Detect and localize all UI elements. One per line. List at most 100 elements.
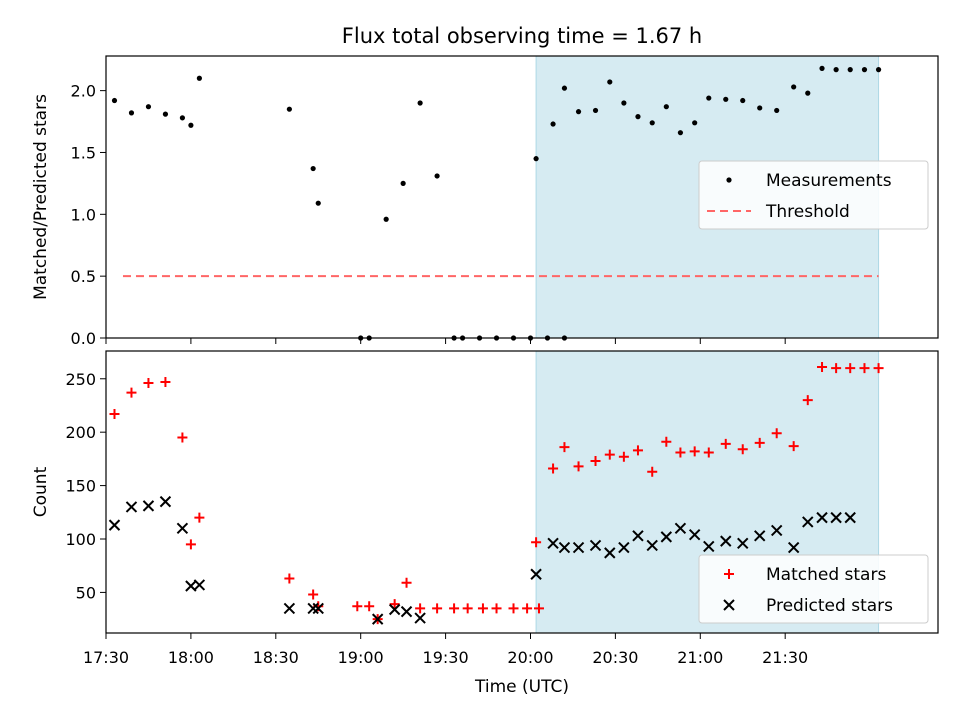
- matched-point: [352, 601, 363, 612]
- predicted-point: [720, 535, 732, 547]
- x-tick-label: 21:30: [762, 648, 808, 667]
- predicted-point: [283, 602, 296, 615]
- matched-point: [689, 446, 700, 457]
- matched-point: [675, 447, 686, 458]
- matched-point: [831, 363, 842, 374]
- x-axis-label: Time (UTC): [474, 677, 569, 697]
- matched-point: [661, 436, 672, 447]
- measurement-point: [861, 67, 868, 73]
- legend-marker-matched: [724, 569, 734, 579]
- matched-point: [873, 363, 884, 374]
- predicted-point: [142, 500, 155, 512]
- matched-point: [143, 378, 154, 389]
- matched-point: [531, 537, 542, 548]
- measurement-point: [592, 107, 599, 114]
- matched-point: [126, 387, 137, 398]
- predicted-point: [703, 540, 715, 553]
- matched-point: [548, 463, 559, 474]
- matched-point: [462, 603, 473, 614]
- predicted-point: [388, 603, 401, 616]
- matched-point: [160, 376, 171, 387]
- predicted-point: [371, 613, 384, 625]
- matched-point: [559, 442, 570, 453]
- predicted-point: [547, 537, 559, 549]
- matched-point: [590, 456, 601, 467]
- measurement-point: [550, 121, 556, 127]
- matched-point: [415, 603, 426, 614]
- matched-point: [477, 603, 488, 614]
- predicted-point: [844, 511, 856, 524]
- legend-label: Threshold: [765, 202, 850, 222]
- predicted-point: [108, 519, 121, 531]
- predicted-point: [770, 524, 783, 537]
- matched-point: [817, 362, 828, 373]
- matched-point: [491, 603, 502, 614]
- predicted-point: [632, 530, 644, 542]
- measurement-point: [162, 111, 169, 117]
- predicted-point: [312, 602, 324, 615]
- measurement-point: [383, 216, 389, 222]
- measurement-point: [706, 95, 712, 101]
- matched-point: [802, 395, 813, 406]
- predicted-point: [816, 511, 828, 524]
- measurement-point: [757, 105, 763, 111]
- matched-point: [389, 599, 400, 610]
- predicted-point: [307, 602, 319, 615]
- predicted-point: [530, 568, 542, 580]
- measurement-point: [188, 122, 194, 128]
- predicted-point: [414, 612, 426, 624]
- legend-marker-measurements: [726, 177, 732, 183]
- y-tick-label: 2.0: [71, 82, 96, 101]
- matched-point: [720, 438, 731, 449]
- y-tick-label: 0.5: [71, 267, 96, 286]
- legend-marker-predicted: [723, 599, 735, 611]
- matched-point: [604, 449, 615, 460]
- predicted-point: [159, 495, 172, 508]
- matched-point: [573, 461, 584, 472]
- measurement-point: [286, 106, 292, 112]
- measurement-point: [417, 100, 423, 106]
- predicted-point: [193, 579, 206, 591]
- x-tick-label: 18:00: [168, 648, 214, 667]
- x-tick-label: 19:00: [338, 648, 384, 667]
- matched-point: [109, 409, 120, 420]
- predicted-point: [604, 547, 616, 559]
- predicted-point: [802, 516, 814, 528]
- x-tick-label: 18:30: [253, 648, 299, 667]
- measurement-point: [434, 173, 440, 179]
- chart-title: Flux total observing time = 1.67 h: [342, 24, 702, 48]
- legend-box: [698, 160, 929, 230]
- predicted-point: [787, 541, 800, 554]
- predicted-point: [125, 501, 138, 513]
- measurement-point: [621, 100, 627, 106]
- legend-label: Measurements: [766, 171, 892, 191]
- predicted-point: [674, 522, 687, 535]
- matched-point: [647, 466, 658, 477]
- measurement-point: [663, 104, 669, 110]
- matched-point: [284, 573, 295, 584]
- matched-point: [185, 539, 196, 550]
- y-axis-label: Count: [31, 466, 51, 517]
- y-tick-label: 150: [65, 477, 96, 496]
- matched-point: [632, 445, 643, 456]
- measurement-point: [607, 79, 613, 85]
- measurement-point: [723, 96, 729, 102]
- measurement-point: [315, 200, 321, 206]
- matched-point: [533, 603, 544, 614]
- predicted-point: [660, 531, 673, 543]
- measurement-point: [692, 120, 698, 126]
- predicted-point: [646, 539, 658, 552]
- count-panel: 50 100 150 200 250 Count 17:30 18:00 18:30 19:00 1…: [31, 350, 939, 697]
- measurement-point: [677, 130, 684, 136]
- legend-label: Matched stars: [766, 565, 886, 585]
- matched-point: [432, 603, 443, 614]
- predicted-point: [572, 541, 585, 554]
- matched-point: [194, 512, 205, 523]
- predicted-point: [558, 541, 571, 554]
- predicted-point: [737, 537, 749, 549]
- matched-point: [401, 577, 412, 588]
- matched-point: [754, 437, 765, 448]
- y-tick-label: 1.5: [71, 143, 96, 162]
- y-tick-label: 0.0: [71, 329, 96, 348]
- predicted-point: [176, 522, 189, 535]
